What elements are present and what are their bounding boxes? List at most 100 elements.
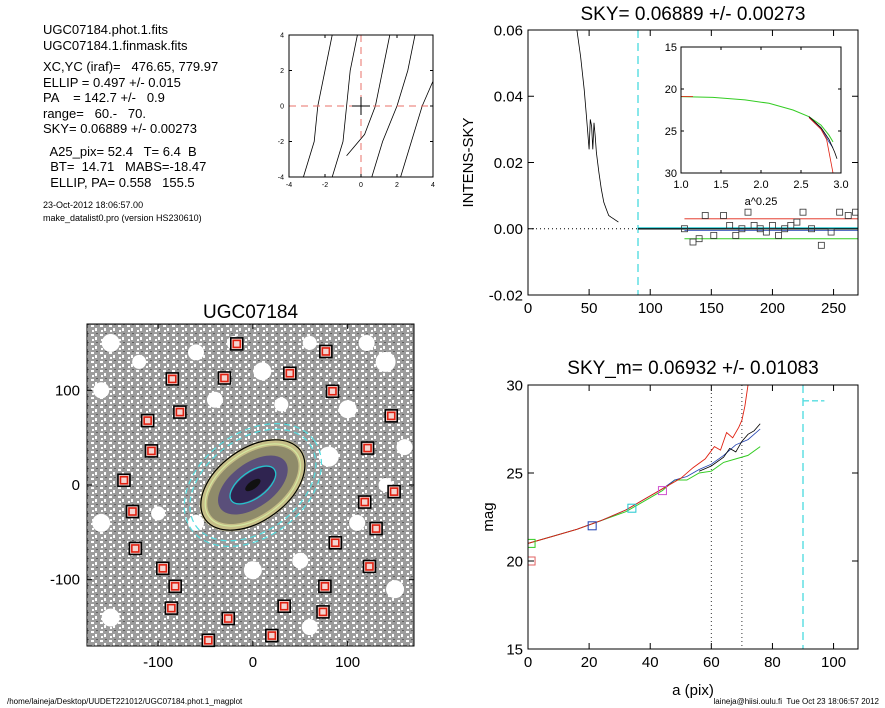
y-tick-label: 2 — [280, 68, 284, 75]
inset-frame — [680, 46, 842, 174]
mask-box-inner — [119, 475, 129, 485]
x-tick-label: 100 — [821, 654, 846, 671]
mag-marker — [528, 538, 536, 548]
masked-star-hole — [151, 506, 166, 521]
sky-sample-point — [762, 228, 770, 236]
x-tick-label: 60 — [703, 654, 720, 671]
y-tick-label: 0.04 — [494, 89, 523, 106]
sky-sample-point — [720, 212, 727, 219]
mask-box-inner — [128, 507, 137, 516]
mask-box-inner — [267, 631, 277, 640]
mask-box-inner — [386, 411, 396, 421]
masked-star-hole — [338, 400, 357, 419]
inset-y-tick-label: 20 — [665, 84, 677, 96]
mask-box-inner — [175, 407, 185, 417]
x-tick-label: 50 — [581, 300, 598, 317]
contour-line — [331, 34, 358, 178]
y-tick-label: -100 — [50, 572, 80, 589]
sky-sample-point — [808, 225, 815, 233]
inset-y-tick-label: 15 — [665, 42, 677, 54]
x-tick-label: -2 — [322, 182, 328, 189]
masked-star-hole — [101, 608, 120, 627]
y-tick-label: -4 — [278, 174, 284, 181]
masked-star-hole — [349, 514, 366, 531]
x-tick-label: 80 — [764, 654, 781, 671]
center-line: XC,YC (iraf)= 476.65, 779.97 — [43, 59, 219, 74]
mask-box-inner — [147, 446, 156, 456]
masked-star-hole — [318, 446, 339, 467]
mask-box-inner — [220, 373, 229, 383]
green-profile — [528, 446, 761, 544]
y-tick-label: 30 — [506, 377, 523, 394]
mask-box-inner — [360, 497, 370, 507]
red-profile — [528, 385, 749, 544]
sky-plot: SKY= 0.06889 +/- 0.00273 INTENS-SKY 0 50 100… — [460, 4, 859, 317]
x-tick-label: 100 — [335, 654, 360, 671]
sky-sample-point — [827, 228, 835, 236]
mask-box-inner — [131, 544, 140, 553]
mask-box-inner — [328, 386, 337, 396]
ellip-line: ELLIP = 0.497 +/- 0.015 — [43, 74, 181, 90]
sky-ylabel: INTENS-SKY — [460, 117, 477, 207]
mask-box-inner — [167, 603, 176, 613]
sky-sample-point — [726, 222, 734, 229]
sky-sample-point — [769, 222, 776, 229]
y-tick-label: 20 — [506, 553, 523, 570]
ellip-pa-line: ELLIP, PA= 0.558 155.5 — [43, 174, 195, 190]
y-tick-label: 15 — [506, 641, 523, 658]
sky-line: SKY= 0.06889 +/- 0.00273 — [43, 121, 197, 136]
inset-x-tick-label: 3.0 — [833, 179, 848, 191]
mask-box-inner — [223, 614, 233, 623]
masked-star-hole — [206, 391, 223, 408]
inset-x-tick-label: 1.0 — [673, 179, 688, 191]
filename-line-1: UGC07184.phot.1.fits — [43, 22, 169, 37]
x-tick-label: -4 — [286, 182, 292, 189]
sky-sample-point — [732, 231, 740, 239]
y-tick-label: 4 — [280, 32, 284, 39]
mag-ylabel: mag — [480, 502, 497, 531]
inset-black-profile — [808, 116, 838, 159]
a25-line: A25_pix= 52.4 T= 6.4 B — [43, 143, 197, 159]
sky-sample-point — [681, 225, 688, 233]
isophote-ellipse — [204, 443, 302, 527]
masked-star-hole — [101, 333, 120, 352]
sky-sample-point — [793, 218, 801, 226]
mag-plot: SKY_m= 0.06932 +/- 0.01083 a (pix) mag 0 20 4… — [480, 358, 859, 699]
mag-plot-area — [528, 385, 825, 649]
x-tick-label: 40 — [642, 654, 659, 671]
x-tick-label: 200 — [760, 300, 785, 317]
y-tick-label: -2 — [278, 139, 284, 146]
galaxy-group — [183, 423, 323, 547]
x-tick-label: 0 — [524, 300, 532, 317]
masked-star-hole — [302, 335, 317, 350]
sky-sample-point — [695, 235, 703, 243]
masked-star-hole — [292, 552, 309, 569]
y-tick-label: 25 — [506, 465, 523, 482]
mask-box-inner — [389, 487, 399, 496]
mask-box-inner — [168, 374, 177, 384]
x-tick-label: 20 — [581, 654, 598, 671]
galaxy-nucleus — [245, 478, 261, 492]
mask-box-inner — [285, 368, 295, 378]
mag-xlabel: a (pix) — [672, 682, 714, 699]
sky-sample-point — [744, 208, 752, 216]
range-line: range= 60.- 70. — [43, 105, 146, 121]
mask-box-inner — [232, 339, 242, 349]
x-tick-label: -100 — [143, 654, 173, 671]
mask-box-inner — [279, 601, 289, 611]
pa-line: PA = 142.7 +/- 0.9 — [43, 90, 165, 105]
isophote-ellipse — [229, 465, 277, 505]
x-tick-label: 0 — [524, 654, 532, 671]
y-tick-label: 0.00 — [494, 221, 523, 238]
masked-star-hole — [253, 362, 272, 381]
date-line: 23-Oct-2012 18:06:57.00 — [43, 200, 144, 210]
sky-sample-point — [701, 212, 709, 219]
footer-host: laineja@hiisi.oulu.fi Tue Oct 23 18:06:5… — [713, 697, 879, 706]
mask-box-inner — [170, 582, 180, 591]
sky-sample-point — [738, 225, 746, 233]
sky-sample-point — [799, 208, 807, 216]
masked-star-hole — [132, 354, 147, 369]
contour-line — [400, 80, 434, 178]
sky-plot-title: SKY= 0.06889 +/- 0.00273 — [580, 4, 805, 25]
center-plot: -4 -2 0 2 4 -4 -2 0 2 4 — [278, 32, 435, 189]
